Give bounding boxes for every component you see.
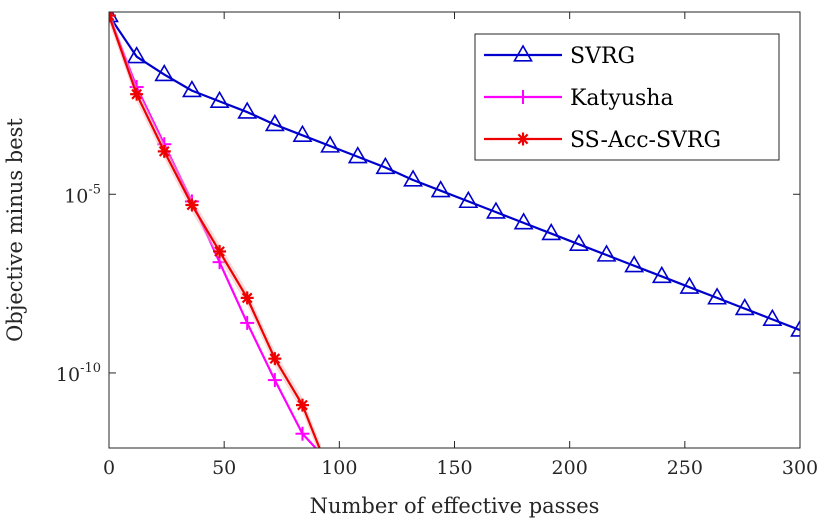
legend-label: SVRG (570, 44, 635, 69)
data-point (295, 426, 310, 441)
data-point (403, 169, 423, 187)
y-tick-label: 10-10 (56, 361, 101, 386)
data-point (264, 113, 285, 132)
data-point (185, 198, 199, 212)
x-tick-label: 0 (103, 457, 115, 479)
data-point (267, 373, 282, 388)
data-point (240, 291, 254, 305)
data-point (734, 298, 755, 316)
data-point (679, 276, 700, 294)
data-point (624, 255, 645, 273)
data-point (568, 233, 589, 251)
data-point (154, 63, 175, 82)
x-tick-label: 50 (212, 457, 236, 479)
asterisk-ray (131, 88, 143, 100)
legend: SVRG Katyusha SS-Acc-SVRG (474, 33, 780, 161)
series-layer (109, 12, 800, 448)
data-point (209, 90, 230, 108)
data-point (109, 12, 116, 23)
legend-marker (516, 132, 530, 146)
data-point (240, 315, 255, 330)
legend-entry: SVRG (484, 44, 635, 69)
data-point (347, 146, 368, 164)
asterisk-ray (241, 292, 253, 304)
legend-entry: Katyusha (484, 86, 674, 111)
x-tick-label: 300 (782, 457, 818, 479)
data-point (486, 201, 506, 219)
legend-marker (513, 44, 533, 62)
asterisk-ray (158, 146, 170, 157)
data-point (707, 287, 728, 305)
x-tick-label: 100 (321, 457, 357, 479)
y-axis-title: Objective minus best (3, 118, 27, 342)
data-point (181, 80, 202, 98)
data-point (295, 398, 309, 412)
data-point (268, 352, 282, 366)
data-point (130, 87, 144, 101)
asterisk-ray (269, 353, 281, 365)
asterisk-ray (517, 133, 529, 145)
legend-label: SS-Acc-SVRG (570, 128, 721, 153)
data-point (213, 244, 227, 258)
data-point (541, 222, 562, 241)
data-point (790, 319, 800, 337)
data-point (320, 135, 341, 153)
asterisk-ray (214, 246, 225, 257)
series-band (109, 12, 321, 448)
data-point (513, 212, 534, 230)
data-point (292, 124, 313, 142)
asterisk-ray (297, 399, 308, 411)
data-point (109, 12, 119, 23)
y-tick-label: 10-5 (64, 182, 101, 207)
data-point (458, 190, 479, 209)
asterisk-ray (109, 14, 115, 21)
axes-layer: 0 50 100 150 200 250 300 10-5 10-10 (56, 11, 818, 479)
legend-entry: SS-Acc-SVRG (484, 128, 721, 153)
x-tick-label: 200 (552, 457, 588, 479)
legend-label: Katyusha (570, 86, 674, 111)
series-svrg (109, 12, 800, 337)
data-point (430, 180, 451, 198)
data-point (596, 244, 617, 262)
asterisk-ray (109, 12, 115, 18)
x-tick-label: 150 (436, 457, 472, 479)
legend-marker (516, 90, 530, 104)
series-ss-acc-svrg (109, 12, 321, 448)
data-point (237, 101, 258, 119)
data-point (375, 156, 396, 175)
x-tick-label: 250 (667, 457, 703, 479)
data-point (126, 46, 147, 64)
data-point (651, 265, 672, 284)
asterisk-ray (186, 199, 198, 211)
data-point (762, 308, 783, 326)
data-point (157, 144, 171, 158)
x-axis-title: Number of effective passes (310, 494, 600, 518)
